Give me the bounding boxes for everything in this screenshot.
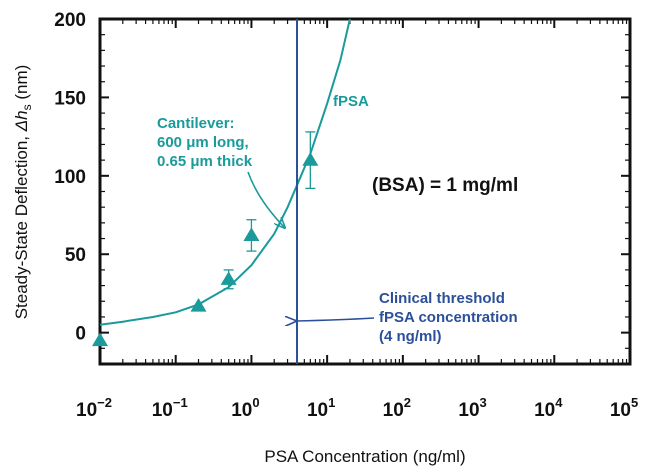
- data-point: [92, 332, 108, 347]
- y-tick-label: 50: [65, 245, 86, 266]
- x-tick-label: 101: [307, 395, 335, 421]
- fpsa-label: fPSA: [333, 93, 369, 110]
- clinical-arrow: [296, 318, 375, 321]
- tick-layer: [99, 18, 630, 364]
- y-tick-label: 100: [54, 167, 86, 188]
- y-tick-label: 150: [54, 88, 86, 109]
- fit-curve-layer: [99, 18, 351, 326]
- x-tick-label: 10−2: [76, 395, 112, 421]
- clinical-label-line1: Clinical threshold: [379, 290, 505, 307]
- data-point: [302, 152, 319, 166]
- x-tick-label: 103: [458, 395, 486, 421]
- x-tick-label: 10−1: [152, 395, 188, 421]
- x-tick-label: 102: [383, 395, 411, 421]
- data-point: [243, 227, 260, 242]
- y-tick-label: 0: [75, 324, 86, 345]
- data-point: [190, 297, 207, 312]
- x-tick-label: 104: [534, 395, 563, 421]
- cantilever-label-line3: 0.65 μm thick: [157, 153, 253, 170]
- x-tick-labels: 10−2 10−1 100 101 102 103 104 105: [76, 395, 638, 421]
- fit-curve: [99, 18, 351, 326]
- plot-frame: [98, 17, 632, 366]
- x-tick-label: 100: [231, 395, 259, 421]
- data-point: [220, 271, 237, 285]
- clinical-label-line3: (4 ng/ml): [379, 328, 442, 345]
- cantilever-label-line2: 600 μm long,: [157, 134, 249, 151]
- data-points-layer: [92, 131, 319, 347]
- x-axis-title: PSA Concentration (ng/ml): [264, 447, 465, 466]
- y-tick-label: 200: [54, 10, 86, 31]
- x-tick-label: 105: [610, 395, 638, 421]
- y-axis-title: Steady-State Deflection, Δhs (nm): [12, 65, 34, 320]
- cantilever-arrow: [247, 171, 285, 228]
- bsa-label: (BSA) = 1 mg/ml: [372, 175, 518, 196]
- clinical-label-line2: fPSA concentration: [379, 309, 518, 326]
- y-tick-labels: 0 50 100 150 200: [54, 10, 86, 345]
- cantilever-label-line1: Cantilever:: [157, 115, 235, 132]
